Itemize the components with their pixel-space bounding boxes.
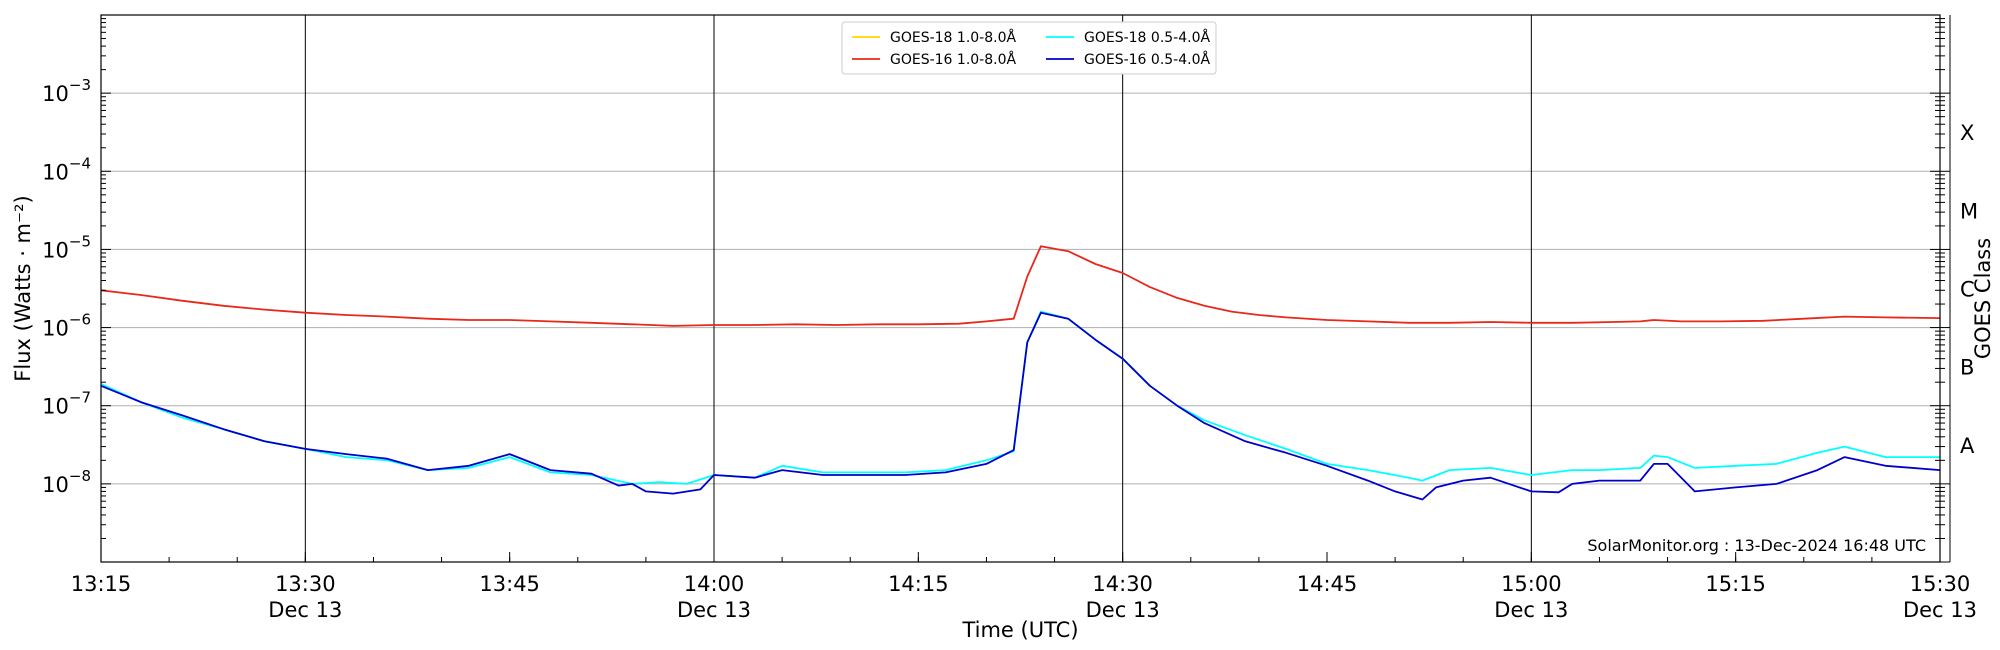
series-line-3 [100,311,1941,501]
y-tick-label: 10−6 [42,311,91,341]
y-tick-label: 10−4 [42,154,91,184]
gridlines [101,15,1940,562]
goes-class-label: C [1960,278,1975,302]
legend-label: GOES-16 0.5-4.0Å [1084,51,1210,68]
legend: GOES-18 1.0-8.0Å GOES-16 1.0-8.0Å GOES-18 … [841,21,1217,75]
goes-class-label: B [1960,356,1974,380]
x-tick-label: 14:30 [1092,572,1153,596]
x-tick-date-label: Dec 13 [1494,598,1568,622]
credit-text: SolarMonitor.org : 13-Dec-2024 16:48 UTC [1587,536,1926,555]
x-tick-label: 15:00 [1501,572,1562,596]
x-tick-date-label: Dec 13 [677,598,751,622]
goes-class-label: A [1960,434,1975,458]
goes-class-label: M [1960,199,1978,223]
y-tick-label: 10−5 [42,232,91,262]
series-line-1 [100,245,1941,327]
y-tick-label: 10−7 [42,389,91,419]
x-tick-date-label: Dec 13 [1086,598,1160,622]
x-tick-label: 14:00 [684,572,745,596]
legend-box [841,21,1217,75]
x-tick-label: 14:45 [1297,572,1358,596]
x-tick-label: 15:30 [1910,572,1971,596]
legend-label: GOES-18 1.0-8.0Å [890,29,1016,46]
x-tick-label: 13:15 [71,572,132,596]
goes-class-label: X [1960,121,1974,145]
y-axis-title: Flux (Watts · m⁻²) [11,195,35,381]
goes-class-axis-title: GOES Class [1971,238,1995,359]
x-axis-title: Time (UTC) [961,618,1078,642]
legend-label: GOES-18 0.5-4.0Å [1084,29,1210,46]
y-tick-label: 10−8 [42,467,91,497]
x-tick-date-label: Dec 13 [1903,598,1977,622]
x-tick-date-label: Dec 13 [268,598,342,622]
x-tick-label: 14:15 [888,572,949,596]
plot-frame [100,14,1941,563]
x-tick-label: 13:45 [479,572,540,596]
x-tick-label: 15:15 [1705,572,1766,596]
legend-label: GOES-16 1.0-8.0Å [890,51,1016,68]
x-tick-label: 13:30 [275,572,336,596]
series-lines [100,245,1941,501]
y-tick-label: 10−3 [42,76,91,106]
